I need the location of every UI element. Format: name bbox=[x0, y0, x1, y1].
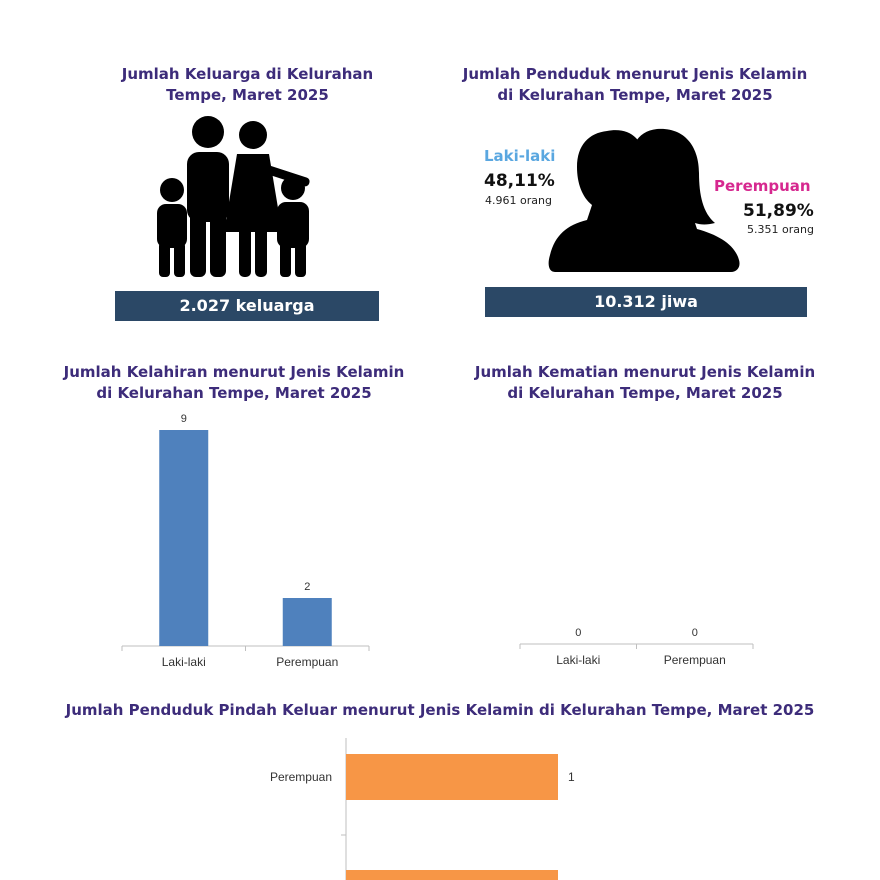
male-count: 4.961 orang bbox=[485, 194, 552, 207]
data-label: 1 bbox=[568, 770, 575, 784]
female-label: Perempuan bbox=[714, 177, 811, 195]
bar-perempuan bbox=[346, 754, 558, 800]
family-title: Jumlah Keluarga di Kelurahan Tempe, Mare… bbox=[100, 64, 395, 106]
tick-label: Perempuan bbox=[276, 655, 338, 669]
births-bar-chart: 9 Laki-laki 2 Perempuan bbox=[121, 413, 370, 669]
bar-laki-laki bbox=[159, 430, 209, 646]
family-count: 2.027 keluarga bbox=[179, 296, 315, 315]
population-total: 10.312 jiwa bbox=[594, 292, 698, 311]
man-woman-silhouette-icon bbox=[548, 128, 740, 272]
population-title-line2: di Kelurahan Tempe, Maret 2025 bbox=[497, 86, 773, 104]
deaths-bar-chart: 0 Laki-laki 0 Perempuan bbox=[519, 627, 754, 667]
data-label: 0 bbox=[692, 627, 698, 639]
bar-perempuan bbox=[282, 598, 332, 646]
tick-label: Laki-laki bbox=[162, 655, 206, 669]
population-total-banner: 10.312 jiwa bbox=[485, 287, 807, 317]
female-percentage: 51,89% bbox=[743, 201, 814, 221]
family-count-banner: 2.027 keluarga bbox=[115, 291, 379, 321]
family-icon bbox=[157, 116, 310, 277]
male-percentage: 48,11% bbox=[484, 171, 555, 191]
deaths-title: Jumlah Kematian menurut Jenis Kelamin di… bbox=[470, 362, 820, 404]
deaths-title-line2: di Kelurahan Tempe, Maret 2025 bbox=[507, 384, 783, 402]
births-title-line1: Jumlah Kelahiran menurut Jenis Kelamin bbox=[63, 363, 405, 381]
tick-label: Perempuan bbox=[270, 770, 332, 784]
tick-label: Laki-laki bbox=[556, 653, 600, 667]
deaths-title-line1: Jumlah Kematian menurut Jenis Kelamin bbox=[474, 363, 816, 381]
births-title: Jumlah Kelahiran menurut Jenis Kelamin d… bbox=[60, 362, 408, 404]
male-label: Laki-laki bbox=[484, 147, 556, 165]
female-count: 5.351 orang bbox=[747, 223, 814, 236]
data-label: 9 bbox=[181, 413, 187, 425]
births-title-line2: di Kelurahan Tempe, Maret 2025 bbox=[96, 384, 372, 402]
population-title: Jumlah Penduduk menurut Jenis Kelamin di… bbox=[455, 64, 815, 106]
tick-label: Perempuan bbox=[664, 653, 726, 667]
family-title-line2: Tempe, Maret 2025 bbox=[166, 86, 329, 104]
data-label: 2 bbox=[304, 581, 310, 593]
moves-title-line1: Jumlah Penduduk Pindah Keluar menurut Je… bbox=[65, 701, 815, 719]
population-title-line1: Jumlah Penduduk menurut Jenis Kelamin bbox=[462, 65, 808, 83]
moves-out-bar-chart: Perempuan 1 bbox=[270, 738, 575, 880]
data-label: 0 bbox=[575, 627, 581, 639]
family-title-line1: Jumlah Keluarga di Kelurahan bbox=[121, 65, 374, 83]
moves-title: Jumlah Penduduk Pindah Keluar menurut Je… bbox=[40, 700, 840, 721]
bar-laki-laki bbox=[346, 870, 558, 880]
